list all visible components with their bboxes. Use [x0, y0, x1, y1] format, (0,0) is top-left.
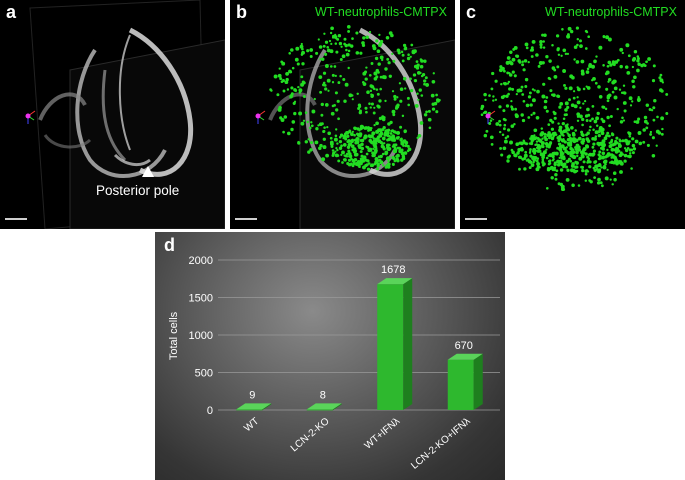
bar	[447, 359, 474, 410]
bar-top	[306, 403, 342, 410]
axis-gizmo-icon	[485, 110, 496, 124]
bar	[236, 409, 263, 411]
bar-top	[447, 353, 483, 360]
axis-gizmo-icon	[25, 110, 36, 124]
bar	[306, 409, 333, 411]
bar-side	[332, 403, 342, 411]
panel-a: a Posterior pole	[0, 0, 225, 229]
chart-svg: 0 500 1000 1500 2000 9 WT 8 LCN-2-KO 1678 WT+IFNλ 6…	[189, 255, 500, 472]
y-tick-label: 1000	[189, 330, 213, 342]
y-tick-label: 0	[207, 405, 213, 417]
x-tick-label: LCN-2-KO	[289, 416, 332, 455]
y-axis-label: Total cells	[168, 311, 180, 361]
data-label: 670	[455, 340, 473, 352]
data-label: 1678	[381, 264, 405, 276]
scale-bar	[465, 218, 487, 220]
y-tick-label: 2000	[189, 255, 213, 267]
x-tick-label: LCN-2-KO+IFNλ	[409, 416, 472, 472]
bar-side	[473, 353, 483, 410]
axis-gizmo-icon	[255, 110, 266, 124]
panel-title: WT-neutrophils-CMTPX	[545, 5, 677, 19]
panel-title: WT-neutrophils-CMTPX	[315, 5, 447, 19]
x-tick-label: WT+IFNλ	[363, 416, 403, 452]
posterior-pole-label: Posterior pole	[96, 183, 180, 198]
panel-letter: a	[6, 2, 17, 22]
data-label: 8	[320, 389, 326, 401]
bar-top	[377, 278, 413, 285]
panel-letter: d	[164, 235, 175, 255]
bar-side	[403, 278, 413, 410]
panel-letter: b	[236, 2, 247, 22]
scale-bar	[235, 218, 257, 220]
bar-side	[262, 403, 272, 411]
x-tick-label: WT	[242, 416, 261, 434]
y-tick-label: 500	[195, 368, 213, 380]
panel-d-bar-chart: 0 500 1000 1500 2000 9 WT 8 LCN-2-KO 1678 WT+IFNλ 6…	[155, 232, 505, 480]
bar-top	[236, 403, 272, 410]
arrowhead-icon	[142, 166, 154, 177]
eye-3d-render-a	[29, 0, 225, 229]
eye-render-with-cells-b	[268, 24, 455, 229]
cell-cloud-render-c	[480, 26, 669, 192]
scale-bar	[5, 218, 27, 220]
bar	[377, 284, 404, 410]
data-label: 9	[249, 389, 255, 401]
panel-c: c WT-neutrophils-CMTPX	[460, 0, 685, 229]
panel-b: b WT-neutrophils-CMTPX	[230, 0, 455, 229]
y-tick-label: 1500	[189, 293, 213, 305]
panel-letter: c	[466, 2, 477, 22]
